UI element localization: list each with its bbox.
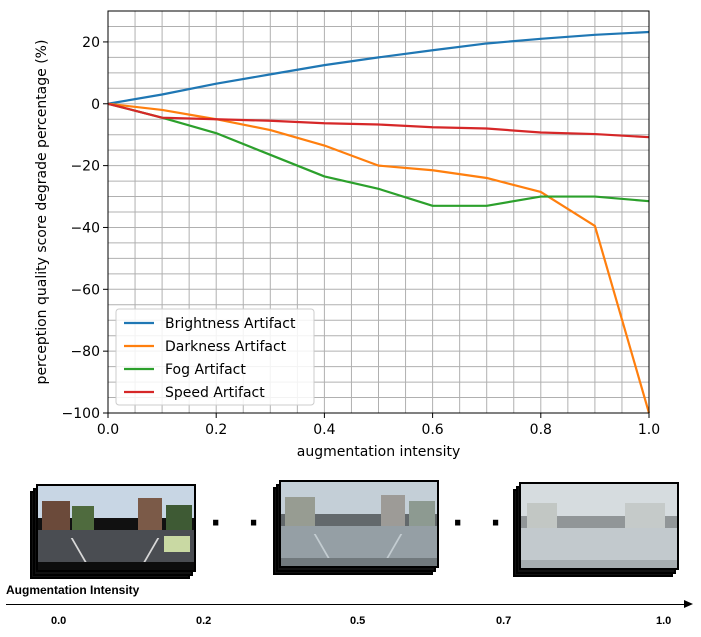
intensity-arrow <box>6 604 686 605</box>
street-image-heavy-fog <box>519 482 679 570</box>
x-tick-label: 0.0 <box>97 422 119 438</box>
image-stack-moderate-fog <box>273 480 443 575</box>
x-axis-label: augmentation intensity <box>297 444 461 460</box>
legend-entry: Speed Artifact <box>165 385 265 401</box>
y-tick-label: 0 <box>91 97 100 113</box>
augmentation-strip: · · · · · · <box>0 470 701 637</box>
ticks-layer: 0.0 0.2 0.4 0.6 0.8 1.0 20 0 −20 −40 −60 −80 −100 <box>62 35 661 438</box>
legend-entry: Brightness Artifact <box>165 316 296 332</box>
legend-entry: Darkness Artifact <box>165 339 287 355</box>
street-image-moderate-fog <box>279 480 439 568</box>
arrow-head-icon <box>684 600 693 608</box>
y-tick-label: −80 <box>70 344 100 360</box>
x-tick-label: 0.2 <box>205 422 227 438</box>
x-tick-label: 0.8 <box>530 422 552 438</box>
street-image-clear <box>36 484 196 572</box>
image-stack-heavy-fog <box>513 482 683 577</box>
line-chart: 0.0 0.2 0.4 0.6 0.8 1.0 20 0 −20 −40 −60 −80 −100 au… <box>34 10 661 460</box>
strip-axis-title: Augmentation Intensity <box>6 583 140 597</box>
series-line-0 <box>107 30 650 105</box>
y-tick-label: −20 <box>70 159 100 175</box>
series-line-2 <box>107 102 650 207</box>
image-stack-clear <box>30 484 200 579</box>
series-line-1 <box>107 102 651 414</box>
intensity-label-0: 0.0 <box>51 615 67 627</box>
x-tick-label: 0.4 <box>313 422 335 438</box>
y-tick-label: 20 <box>82 35 100 51</box>
intensity-label-4: 1.0 <box>656 615 672 627</box>
y-tick-label: −100 <box>62 406 100 422</box>
intensity-label-1: 0.2 <box>196 615 212 627</box>
intensity-label-2: 0.5 <box>350 615 366 627</box>
intensity-label-3: 0.7 <box>496 615 512 627</box>
legend-box <box>115 308 315 406</box>
y-tick-label: −60 <box>70 282 100 298</box>
plot-frame <box>107 10 650 414</box>
x-tick-label: 0.6 <box>421 422 443 438</box>
legend: Brightness Artifact Darkness Artifact Fog … <box>115 308 315 406</box>
y-axis-label: perception quality score degrade percent… <box>34 40 50 385</box>
x-tick-label: 1.0 <box>638 422 660 438</box>
series-line-3 <box>107 102 650 139</box>
series-layer <box>107 30 651 414</box>
y-tick-label: −40 <box>70 220 100 236</box>
legend-entry: Fog Artifact <box>165 362 246 378</box>
